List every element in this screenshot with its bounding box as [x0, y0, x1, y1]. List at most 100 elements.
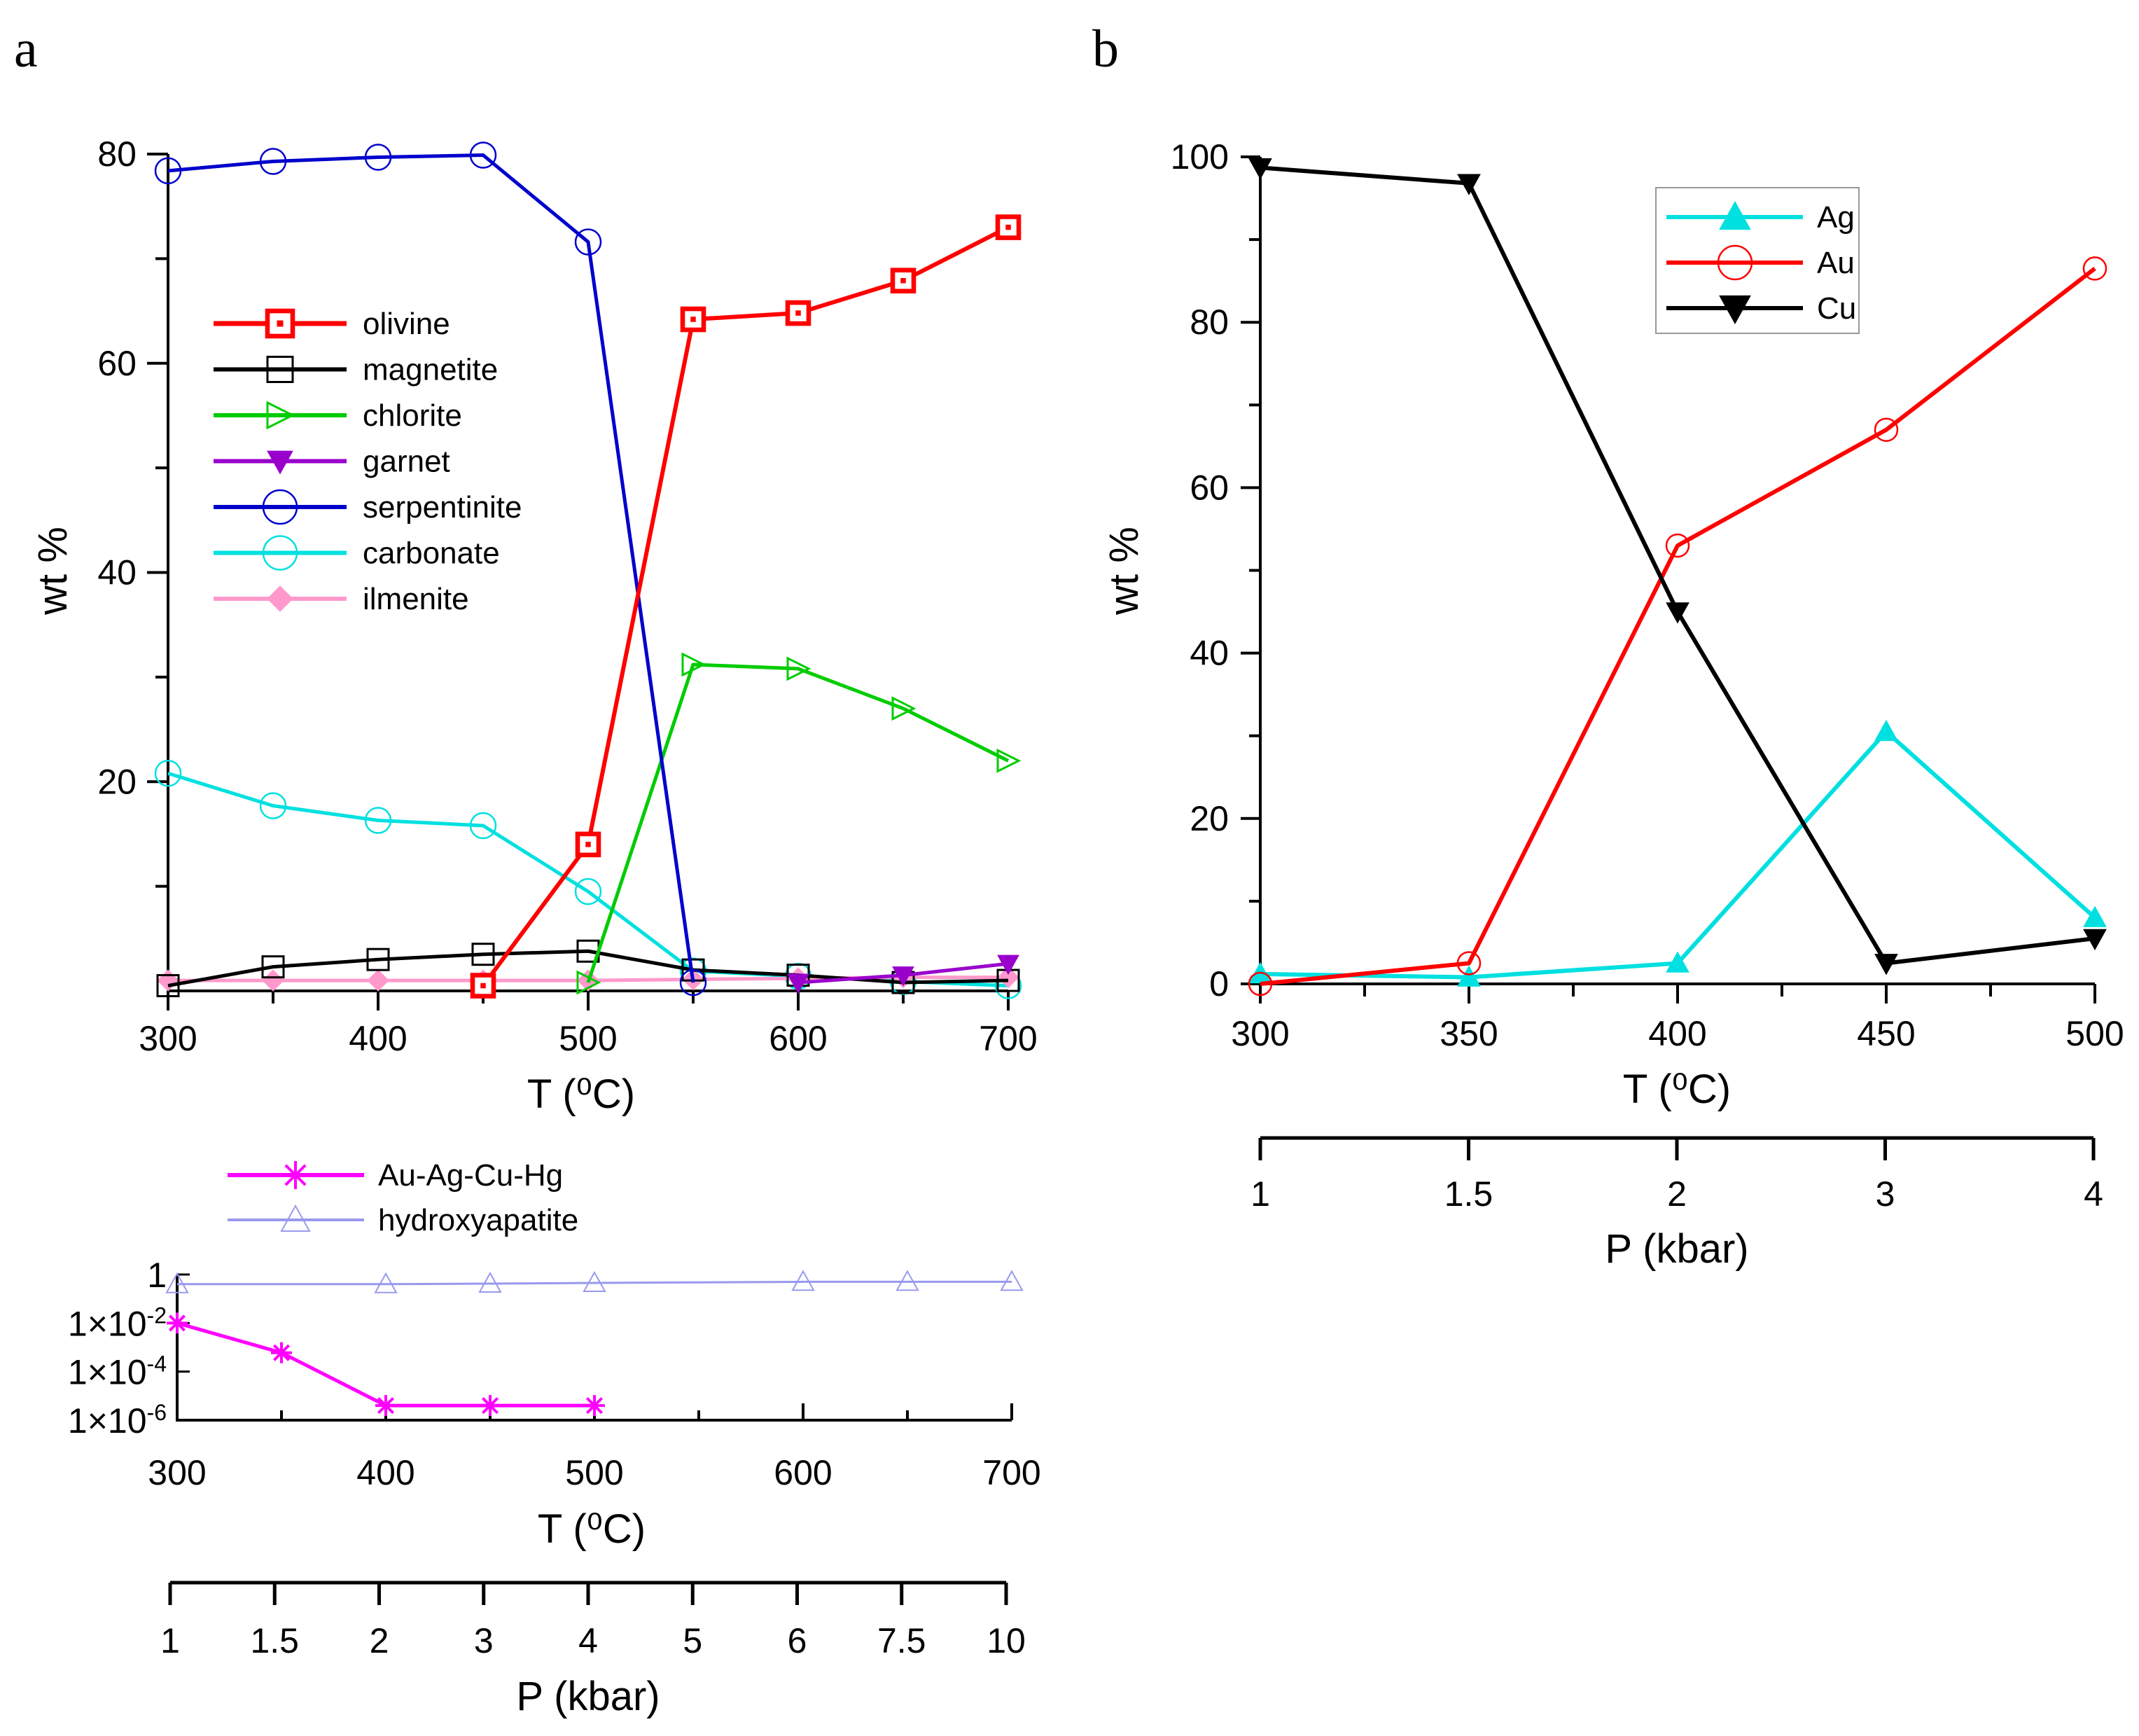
point-olivine-dot — [585, 842, 591, 847]
point-chlorite — [786, 656, 811, 681]
legend-marker-hydroxyapatite — [280, 1204, 311, 1232]
point-olivine-dot — [480, 982, 486, 989]
point-Ag — [1874, 719, 1898, 742]
point-carbonate — [259, 792, 287, 819]
point-ilmenite — [157, 969, 179, 992]
b-y-tick-label: 40 — [1190, 634, 1229, 673]
chart-a-main: 20 40 60 80 300 400 500 600 700 T (⁰C) wt % olivine… — [30, 134, 1038, 1117]
point-serpentinite — [364, 144, 392, 171]
point-magnetite — [156, 974, 180, 998]
point-garnet — [787, 973, 809, 994]
pressure-tick-label: 2 — [370, 1621, 389, 1660]
series-Cu — [1248, 158, 2107, 975]
log-x-axis-title: T (⁰C) — [538, 1506, 646, 1552]
point-ilmenite — [367, 969, 389, 992]
series-hydroxyapatite — [165, 1270, 1024, 1293]
point-Au-Ag-Cu-Hg — [271, 1342, 292, 1363]
point-serpentinite — [679, 968, 707, 997]
point-garnet — [997, 954, 1019, 975]
y-tick-label: 60 — [97, 344, 137, 383]
axes-a: 20 40 60 80 300 400 500 600 700 T (⁰C) wt % — [30, 134, 1038, 1117]
legend-label-carbonate: carbonate — [363, 536, 500, 571]
legend-marker-Cu — [1719, 295, 1751, 325]
x-tick-label: 400 — [349, 1019, 407, 1058]
legend-label-Ag: Ag — [1817, 200, 1855, 235]
point-olivine-dot — [690, 317, 696, 322]
legend-label-garnet: garnet — [363, 445, 450, 479]
b-x-tick-label: 300 — [1231, 1014, 1289, 1053]
pressure-tick-label: 4 — [578, 1621, 598, 1660]
pressure-tick-label: 5 — [683, 1621, 702, 1660]
b-pressure-tick-label: 1 — [1250, 1174, 1270, 1214]
series-line-hydroxyapatite — [177, 1280, 1012, 1286]
point-olivine — [470, 973, 496, 999]
point-hydroxyapatite — [1000, 1270, 1024, 1291]
pressure-tick-label: 3 — [474, 1621, 494, 1660]
point-Cu — [1248, 158, 1272, 180]
x-tick-label: 500 — [559, 1019, 617, 1058]
log-x-tick-label: 600 — [774, 1453, 832, 1492]
point-magnetite — [366, 947, 390, 971]
point-garnet — [892, 966, 914, 987]
legend-marker-chlorite — [266, 401, 295, 430]
b-x-tick-label: 450 — [1857, 1014, 1915, 1053]
series-olivine — [470, 214, 1022, 999]
legend-a: olivine magnetite chlorite garnet serpentini… — [214, 307, 522, 616]
point-olivine — [890, 268, 917, 294]
point-chlorite — [576, 970, 601, 995]
log-x-tick-label: 400 — [356, 1453, 414, 1492]
series-line-chlorite — [586, 662, 1010, 983]
point-Au-Ag-Cu-Hg-stroke — [272, 1344, 291, 1361]
x-tick-label: 700 — [979, 1019, 1037, 1058]
x-tick-label: 600 — [769, 1019, 827, 1058]
series-chlorite — [576, 652, 1022, 995]
b-pressure-tick-label: 2 — [1667, 1174, 1687, 1214]
legend-a-log: Au-Ag-Cu-Hg hydroxyapatite — [228, 1158, 578, 1237]
pressure-tick-label: 1.5 — [250, 1621, 299, 1660]
pressure-axis-title: P (kbar) — [516, 1674, 660, 1719]
b-y-tick-label: 20 — [1190, 799, 1229, 838]
log-y-tick-mantissa: 1 — [147, 1256, 167, 1295]
legend-marker-garnet — [267, 450, 293, 475]
series-serpentinite — [154, 141, 707, 997]
legend-marker-ilmenite — [267, 585, 293, 612]
point-Au-Ag-Cu-Hg — [167, 1312, 188, 1334]
series-Au — [1248, 256, 2107, 997]
point-Cu — [2083, 929, 2107, 951]
series-Ag — [1248, 719, 2107, 987]
pressure-tick-label: 7.5 — [877, 1621, 926, 1660]
point-hydroxyapatite — [583, 1270, 606, 1293]
log-y-tick-mantissa: 1×10 — [68, 1353, 147, 1392]
b-x-tick-label: 350 — [1440, 1014, 1498, 1053]
b-y-tick-label: 100 — [1171, 137, 1229, 176]
series-Au-Ag-Cu-Hg — [167, 1312, 605, 1417]
point-olivine — [995, 214, 1022, 240]
point-magnetite — [261, 955, 285, 979]
point-Au — [2082, 256, 2107, 281]
b-pressure-axis-title: P (kbar) — [1605, 1226, 1748, 1272]
point-chlorite — [681, 652, 706, 677]
chart-a-pressure-axis: 1 1.5 2 3 4 5 6 7.5 10 P (kbar) — [160, 1581, 1026, 1719]
b-x-tick-label: 500 — [2065, 1014, 2124, 1053]
b-y-tick-label: 80 — [1190, 303, 1229, 342]
series-line-magnetite — [167, 949, 1009, 987]
point-Cu — [1666, 602, 1689, 624]
log-y-tick-mantissa: 1×10 — [68, 1401, 147, 1440]
legend-label-Au: Au — [1817, 246, 1855, 280]
point-Au-Ag-Cu-Hg-stroke — [481, 1397, 499, 1415]
point-magnetite — [471, 943, 495, 966]
log-y-tick-label: 1×10-4 — [68, 1352, 167, 1392]
panel-b-label: b — [1092, 20, 1119, 78]
series-line-Ag — [1260, 729, 2096, 980]
legend-marker-magnetite — [266, 356, 294, 383]
point-hydroxyapatite — [896, 1270, 919, 1291]
legend-label-Au-Ag-Cu-Hg: Au-Ag-Cu-Hg — [378, 1158, 563, 1193]
point-Au — [1874, 417, 1899, 442]
x-axis-title: T (⁰C) — [527, 1071, 635, 1117]
b-y-tick-label: 60 — [1190, 468, 1229, 507]
point-carbonate — [574, 877, 602, 905]
x-tick-label: 300 — [139, 1019, 197, 1058]
